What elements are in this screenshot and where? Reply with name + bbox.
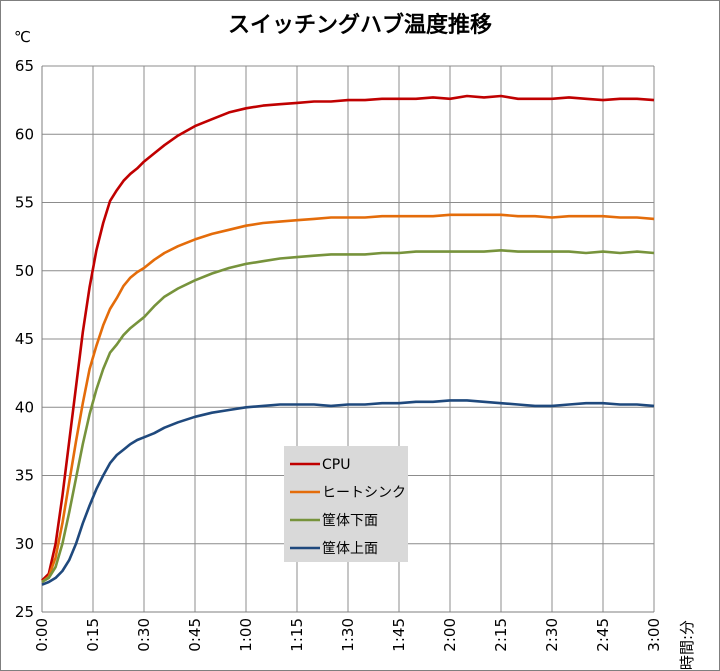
chart-title: スイッチングハブ温度推移 — [228, 12, 492, 38]
y-tick-label: 30 — [15, 535, 34, 553]
y-tick-label: 40 — [15, 398, 34, 416]
series-line — [41, 249, 655, 584]
x-tick-label: 2:45 — [594, 618, 612, 652]
series-line — [41, 213, 655, 584]
legend-background — [284, 446, 408, 562]
x-tick-label: 2:00 — [441, 618, 459, 652]
y-tick-label: 25 — [15, 603, 34, 621]
legend-entry-label: ヒートシンク — [322, 485, 406, 501]
x-tick-label: 1:30 — [339, 618, 357, 652]
series-line — [41, 94, 655, 582]
x-tick-label: 2:15 — [492, 618, 510, 652]
y-tick-label: 35 — [15, 467, 34, 485]
legend-entry-label: 筐体上面 — [322, 540, 378, 557]
axis-tick-labels: 25 30 35 40 45 50 55 60 65 0:00 0:15 0:30 0:45 1:00 1:… — [15, 57, 663, 652]
x-tick-label: 0:00 — [33, 618, 51, 652]
y-tick-label: 55 — [15, 194, 34, 212]
y-tick-label: 45 — [15, 330, 34, 348]
legend-entry-label: 筐体下面 — [322, 512, 378, 529]
x-tick-label: 1:15 — [288, 618, 306, 652]
x-tick-label: 0:45 — [186, 618, 204, 652]
y-tick-label: 50 — [15, 262, 34, 280]
y-tick-label: 65 — [15, 57, 34, 75]
y-axis-unit-label: ℃ — [14, 28, 31, 46]
x-tick-label: 3:00 — [645, 618, 663, 652]
x-tick-label: 0:30 — [135, 618, 153, 652]
x-tick-label: 0:15 — [84, 618, 102, 652]
series-lines — [41, 94, 655, 586]
y-tick-label: 60 — [15, 125, 34, 143]
x-tick-label: 1:00 — [237, 618, 255, 652]
grid-lines — [41, 65, 655, 613]
series-line — [41, 399, 655, 586]
x-tick-label: 2:30 — [543, 618, 561, 652]
x-tick-label: 1:45 — [390, 618, 408, 652]
legend-entry-label: CPU — [322, 457, 350, 473]
x-axis-unit-label: 時間:分 — [678, 620, 696, 670]
